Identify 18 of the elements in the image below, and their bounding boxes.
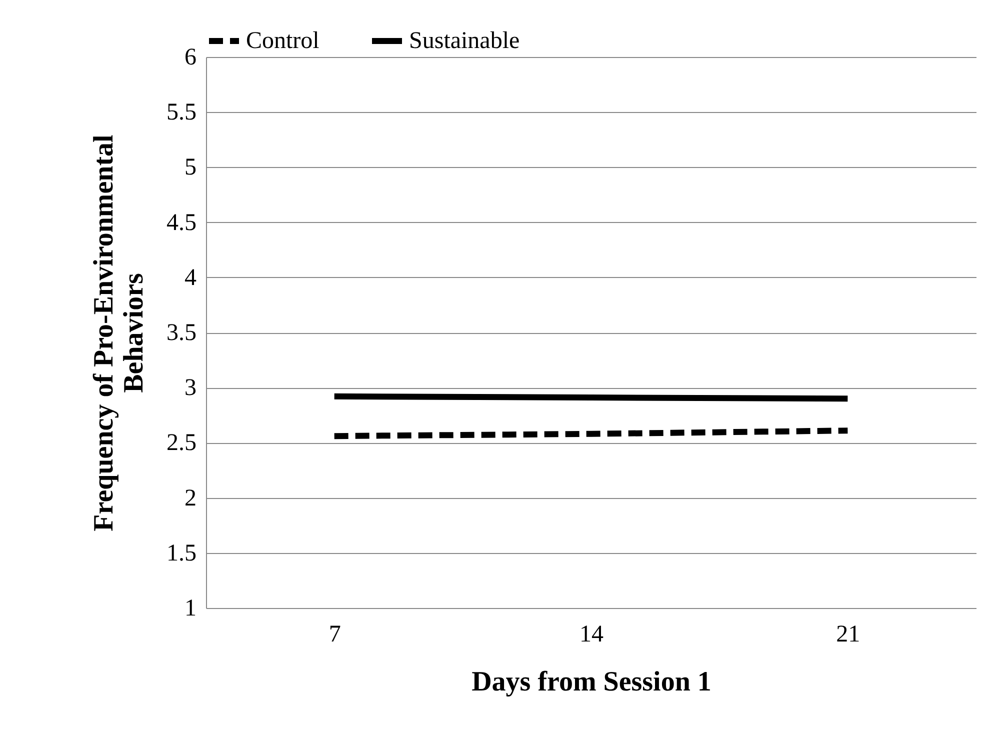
y-tick-label: 2.5 bbox=[166, 430, 196, 456]
x-tick-label: 14 bbox=[580, 622, 604, 648]
y-tick-label: 1 bbox=[184, 596, 196, 622]
x-tick-label: 7 bbox=[328, 622, 341, 648]
legend-label: Control bbox=[246, 28, 320, 54]
y-tick-label: 5 bbox=[184, 154, 196, 181]
y-tick-label: 4 bbox=[184, 264, 196, 291]
legend-label: Sustainable bbox=[409, 28, 520, 54]
y-tick-label: 3.5 bbox=[166, 320, 196, 346]
x-axis-title: Days from Session 1 bbox=[472, 666, 712, 698]
y-axis-title: Frequency of Pro-Environmental Behaviors bbox=[88, 134, 150, 532]
y-tick-label: 5.5 bbox=[166, 100, 196, 126]
y-tick-label: 6 bbox=[184, 44, 196, 70]
y-tick-label: 1.5 bbox=[166, 540, 196, 566]
y-tick-label: 3 bbox=[184, 375, 196, 402]
x-tick-label: 21 bbox=[836, 622, 860, 648]
y-tick-label: 4.5 bbox=[166, 210, 196, 236]
y-tick-label: 2 bbox=[184, 485, 196, 512]
